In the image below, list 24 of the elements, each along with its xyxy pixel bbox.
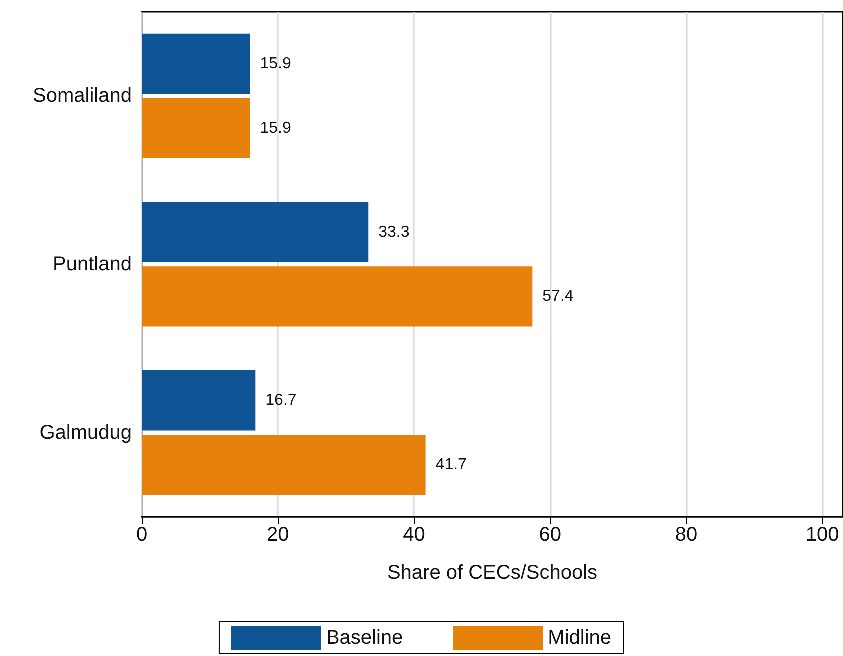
legend-label: Baseline (326, 627, 404, 649)
y-tick-label: Puntland (53, 254, 132, 276)
bar (142, 370, 256, 431)
x-tick-label: 60 (539, 524, 562, 546)
y-tick-label: Galmudug (40, 422, 132, 444)
data-label: 15.9 (260, 120, 292, 137)
bar (142, 202, 369, 262)
x-tick-label: 80 (675, 524, 698, 546)
bar (142, 34, 250, 94)
x-tick-label: 20 (266, 524, 290, 546)
data-label: 15.9 (260, 55, 292, 72)
bar (142, 266, 533, 327)
x-tick-label: 0 (136, 524, 148, 546)
bar (142, 98, 250, 158)
x-tick-label: 100 (806, 524, 840, 546)
x-tick-label: 40 (403, 524, 426, 546)
y-tick-label: Somaliland (33, 85, 132, 108)
data-label: 16.7 (266, 392, 297, 410)
legend-label: Midline (548, 627, 612, 649)
data-label: 57.4 (542, 288, 574, 306)
data-label: 33.3 (378, 224, 410, 241)
x-axis-title: Share of CECs/Schools (387, 562, 598, 584)
data-label: 41.7 (436, 456, 468, 474)
bar (142, 434, 426, 496)
